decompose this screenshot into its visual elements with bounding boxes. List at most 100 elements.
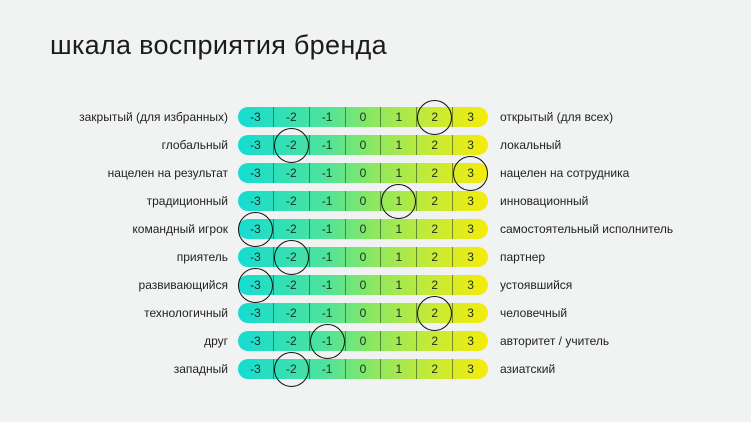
rating-cell[interactable]: 2 (416, 247, 452, 267)
rating-cell[interactable]: -2 (272, 331, 309, 351)
rating-bar: -3 -2 -1 0 1 2 3 (238, 155, 488, 191)
rating-cell[interactable]: 0 (344, 107, 381, 127)
rating-cell[interactable]: -1 (308, 303, 345, 323)
rating-cell[interactable]: 3 (452, 219, 488, 239)
rating-cell[interactable]: -1 (308, 107, 345, 127)
rating-cell[interactable]: 3 (452, 303, 488, 323)
rating-cell[interactable]: -1 (308, 359, 345, 379)
right-pole-label: локальный (500, 138, 562, 152)
rating-cell-selected[interactable]: -3 (237, 267, 273, 303)
rating-cell-selected[interactable]: 2 (416, 295, 453, 331)
rating-cell[interactable]: 3 (452, 359, 488, 379)
left-pole-label: приятель (176, 250, 228, 264)
scale-row: западный -3 -2 -1 0 1 2 3 азиатский (0, 351, 751, 387)
rating-cell-selected[interactable]: -2 (272, 239, 309, 275)
rating-cell[interactable]: 2 (416, 135, 452, 155)
rating-cell[interactable]: 1 (380, 275, 416, 295)
rating-cell[interactable]: 3 (452, 107, 488, 127)
right-pole-label: инновационный (500, 194, 589, 208)
rating-bar: -3 -2 -1 0 1 2 3 (237, 267, 488, 303)
rating-cell[interactable]: 1 (380, 135, 416, 155)
scale-row: закрытый (для избранных) -3 -2 -1 0 1 2 3 откр… (0, 99, 751, 135)
rating-cell[interactable]: 0 (344, 331, 381, 351)
left-pole-label: развивающийся (138, 278, 228, 292)
rating-cell-selected[interactable]: -3 (237, 211, 273, 247)
right-pole-label: азиатский (500, 362, 556, 376)
rating-cell[interactable]: 1 (380, 163, 416, 183)
scale-row: традиционный -3 -2 -1 0 1 2 3 инновационный (0, 183, 751, 219)
rating-cell[interactable]: 3 (452, 191, 488, 211)
rating-cell[interactable]: 2 (416, 219, 452, 239)
rating-cell[interactable]: -2 (272, 303, 309, 323)
rating-cell[interactable]: -1 (308, 191, 345, 211)
rating-bar: -3 -2 -1 0 1 2 3 (238, 183, 488, 219)
right-pole-label: партнер (500, 250, 546, 264)
scale-rows: закрытый (для избранных) -3 -2 -1 0 1 2 3 откр… (0, 99, 751, 387)
rating-cell[interactable]: 3 (452, 247, 488, 267)
rating-cell[interactable]: -1 (308, 219, 345, 239)
rating-cell[interactable]: 2 (416, 331, 452, 351)
rating-cell[interactable]: 0 (344, 247, 381, 267)
scale-row: технологичный -3 -2 -1 0 1 2 3 человечный (0, 295, 751, 331)
rating-cell-selected[interactable]: -2 (272, 127, 309, 163)
rating-cell[interactable]: 3 (452, 135, 488, 155)
rating-cell[interactable]: -3 (250, 334, 261, 348)
scale-row: развивающийся -3 -2 -1 0 1 2 3 устоявшийся (0, 267, 751, 303)
rating-cell[interactable]: 0 (344, 135, 381, 155)
rating-cell[interactable]: 2 (416, 359, 452, 379)
rating-cell-selected[interactable]: 2 (416, 99, 453, 135)
rating-bar: -3 -2 -1 0 1 2 3 (238, 295, 488, 331)
rating-cell[interactable]: -1 (308, 247, 345, 267)
scale-row: друг -3 -2 -1 0 1 2 3 авторитет / учитель (0, 323, 751, 359)
rating-cell[interactable]: 1 (380, 359, 416, 379)
right-pole-label: человечный (500, 306, 568, 320)
rating-cell[interactable]: -1 (308, 275, 345, 295)
rating-bar: -3 -2 -1 0 1 2 3 (237, 211, 488, 247)
rating-cell[interactable]: 0 (344, 359, 381, 379)
rating-cell[interactable]: -1 (308, 135, 345, 155)
rating-cell-selected[interactable]: 3 (452, 155, 488, 191)
rating-cell[interactable]: 1 (380, 107, 416, 127)
rating-cell[interactable]: -3 (250, 110, 261, 124)
rating-cell[interactable]: -1 (308, 163, 345, 183)
rating-cell[interactable]: 0 (344, 163, 381, 183)
rating-cell[interactable]: 1 (380, 303, 416, 323)
left-pole-label: нацелен на результат (107, 166, 228, 180)
left-pole-label: друг (204, 334, 228, 348)
rating-cell-selected[interactable]: -2 (272, 351, 309, 387)
rating-cell[interactable]: 0 (344, 219, 381, 239)
rating-cell[interactable]: -3 (250, 362, 261, 376)
rating-bar: -3 -2 -1 0 1 2 3 (238, 99, 488, 135)
rating-cell[interactable]: 2 (416, 191, 452, 211)
rating-cell[interactable]: -3 (250, 138, 261, 152)
rating-cell[interactable]: 0 (344, 191, 381, 211)
rating-bar: -3 -2 -1 0 1 2 3 (238, 323, 488, 359)
scale-row: глобальный -3 -2 -1 0 1 2 3 локальный (0, 127, 751, 163)
rating-cell[interactable]: 0 (344, 303, 381, 323)
rating-cell[interactable]: -3 (250, 194, 261, 208)
rating-cell[interactable]: 0 (344, 275, 381, 295)
rating-cell[interactable]: -3 (250, 306, 261, 320)
rating-cell[interactable]: 2 (416, 163, 452, 183)
rating-bar: -3 -2 -1 0 1 2 3 (238, 127, 488, 163)
rating-cell[interactable]: 1 (380, 331, 416, 351)
rating-cell[interactable]: 1 (380, 219, 416, 239)
rating-cell[interactable]: -2 (272, 107, 309, 127)
rating-cell[interactable]: -2 (272, 191, 309, 211)
left-pole-label: западный (173, 362, 228, 376)
rating-bar: -3 -2 -1 0 1 2 3 (238, 239, 488, 275)
rating-cell[interactable]: 1 (380, 247, 416, 267)
rating-cell[interactable]: -3 (250, 250, 261, 264)
rating-cell[interactable]: -3 (250, 166, 261, 180)
scale-row: командный игрок -3 -2 -1 0 1 2 3 самостоятельн… (0, 211, 751, 247)
rating-cell[interactable]: 3 (452, 331, 488, 351)
rating-cell-selected[interactable]: -1 (308, 323, 345, 359)
rating-cell[interactable]: -2 (272, 163, 309, 183)
rating-cell[interactable]: 3 (452, 275, 488, 295)
rating-cell[interactable]: -2 (272, 275, 309, 295)
rating-cell-selected[interactable]: 1 (380, 183, 417, 219)
left-pole-label: технологичный (144, 306, 228, 320)
right-pole-label: нацелен на сотрудника (500, 166, 630, 180)
rating-cell[interactable]: 2 (416, 275, 452, 295)
rating-cell[interactable]: -2 (272, 219, 309, 239)
